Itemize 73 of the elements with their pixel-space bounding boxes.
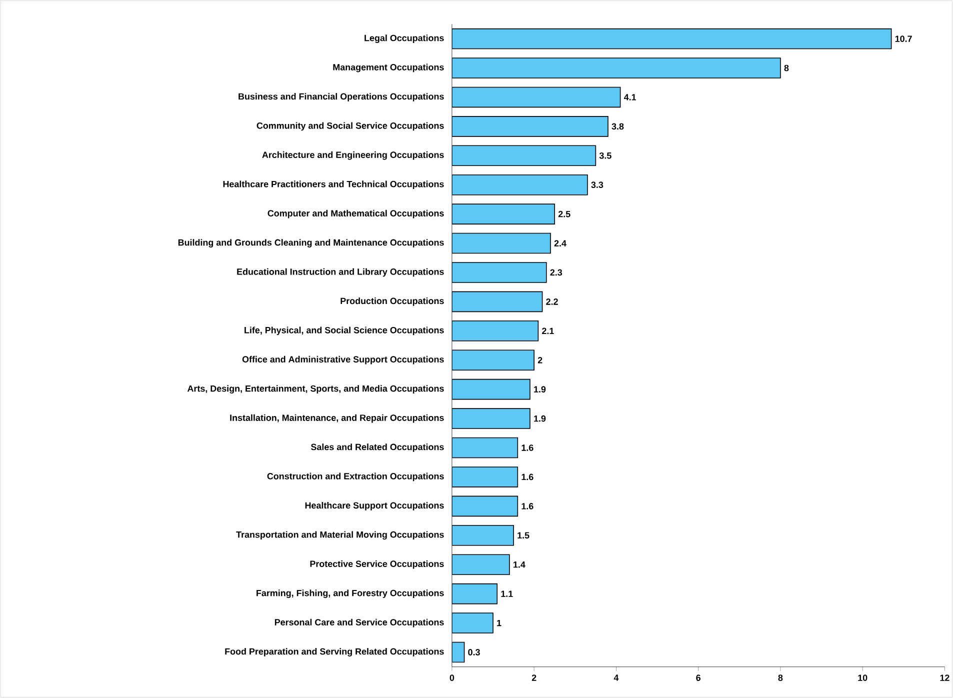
y-tick-label: Business and Financial Operations Occupations	[238, 93, 444, 102]
data-label: 4.1	[624, 94, 636, 100]
data-label: 2.4	[554, 240, 566, 246]
bar	[452, 437, 518, 458]
bar	[452, 291, 543, 312]
y-tick-label: Installation, Maintenance, and Repair Occupations	[230, 414, 444, 423]
y-tick-label: Legal Occupations	[364, 34, 444, 43]
y-tick-label: Computer and Mathematical Occupations	[268, 210, 444, 218]
y-tick-label: Office and Administrative Support Occupations	[242, 356, 444, 364]
data-label: 1	[497, 620, 502, 626]
x-tick-label: 8	[778, 674, 783, 681]
data-label: 2	[538, 356, 542, 364]
y-tick-label: Arts, Design, Entertainment, Sports, and Media Occupations	[187, 385, 444, 394]
bar	[452, 378, 530, 400]
data-label: 8	[784, 64, 789, 72]
y-tick-label: Educational Instruction and Library Occupations	[237, 268, 444, 277]
data-label: 1.4	[514, 562, 526, 568]
y-tick-label: Construction and Extraction Occupations	[267, 472, 444, 482]
data-label: 1.5	[518, 532, 530, 539]
bar	[452, 58, 781, 78]
data-label: 1.6	[522, 474, 534, 480]
data-label: 1.1	[501, 590, 513, 597]
y-tick-label: Healthcare Practitioners and Technical Occupations	[223, 180, 444, 190]
bar	[452, 86, 621, 108]
data-label: 10.7	[895, 36, 912, 42]
data-label: 2.3	[550, 269, 562, 276]
y-tick-label: Architecture and Engineering Occupations	[262, 151, 444, 160]
bar	[452, 204, 556, 224]
data-label: 1.9	[534, 415, 546, 422]
y-tick-label: Protective Service Occupations	[310, 560, 444, 569]
y-tick-label: Building and Grounds Cleaning and Maintenance Occupations	[178, 239, 444, 248]
y-tick-label: Management Occupations	[333, 64, 444, 72]
bar	[452, 174, 588, 196]
data-label: 1.6	[522, 503, 534, 510]
x-tick-label: 2	[532, 674, 536, 681]
bar	[452, 583, 498, 604]
bar	[452, 408, 530, 429]
bar	[452, 320, 539, 342]
data-label: 1.6	[522, 444, 534, 451]
x-tick-label: 10	[858, 674, 868, 681]
bar	[452, 524, 514, 546]
data-label: 3.3	[591, 182, 604, 188]
y-tick-label: Community and Social Service Occupations	[256, 122, 444, 131]
y-tick-label: Personal Care and Service Occupations	[274, 618, 444, 628]
y-tick-label: Sales and Related Occupations	[310, 444, 444, 452]
data-label: 2.5	[558, 210, 570, 218]
data-label: 3.5	[599, 152, 612, 159]
bar	[452, 466, 518, 488]
data-label: 3.8	[612, 123, 624, 130]
bar	[452, 496, 518, 517]
y-tick-label: Farming, Fishing, and Forestry Occupations	[256, 590, 444, 598]
bar	[452, 350, 534, 371]
y-tick-label: Transportation and Material Moving Occupations	[236, 531, 444, 540]
bar	[452, 145, 596, 166]
x-tick-label: 12	[940, 674, 950, 681]
x-tick-label: 6	[696, 674, 700, 681]
bar	[452, 554, 510, 575]
data-label: 2.2	[546, 298, 558, 305]
data-label: 1.9	[534, 386, 546, 393]
bar	[452, 612, 494, 634]
bar	[452, 642, 465, 663]
data-label: 2.1	[542, 328, 554, 334]
x-tick-label: 0	[450, 674, 454, 681]
bar	[452, 116, 608, 137]
bar	[452, 262, 547, 283]
y-tick-label: Production Occupations	[340, 298, 444, 306]
y-tick-label: Healthcare Support Occupations	[305, 502, 444, 510]
bar	[452, 232, 551, 254]
x-tick-label: 4	[614, 674, 619, 681]
y-tick-label: Life, Physical, and Social Science Occupations	[244, 326, 444, 336]
y-tick-label: Food Preparation and Serving Related Occupations	[225, 648, 444, 656]
bar	[452, 28, 892, 50]
data-label: 0.3	[468, 649, 480, 656]
